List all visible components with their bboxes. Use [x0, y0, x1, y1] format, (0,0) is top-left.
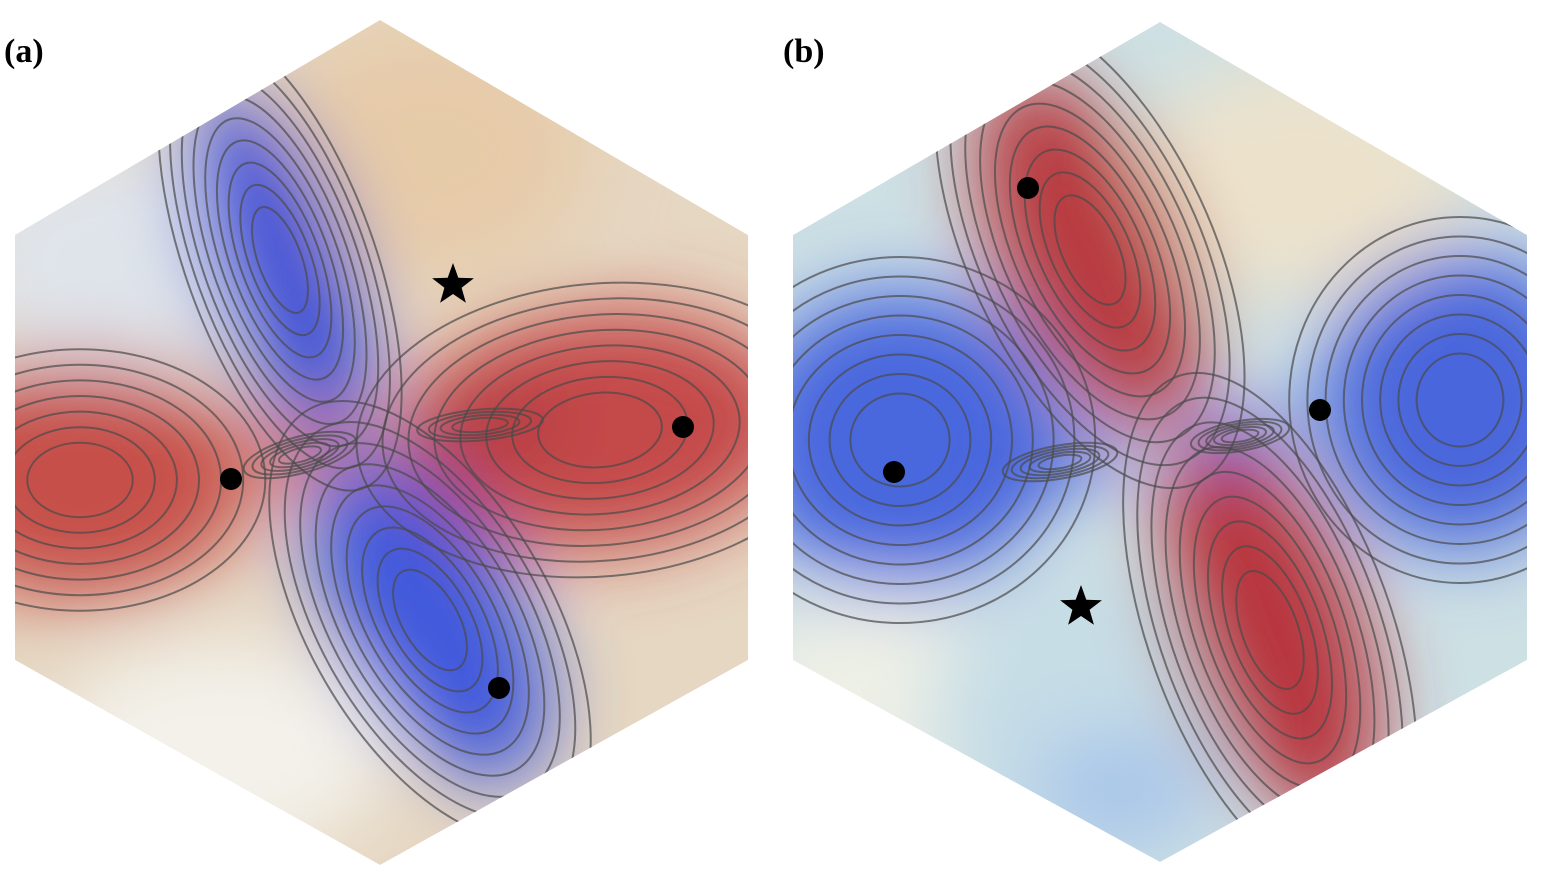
marker-star — [1060, 585, 1102, 625]
color-region — [50, 640, 390, 860]
contour-line — [15, 363, 245, 597]
contour-line — [1379, 313, 1527, 487]
contour-line — [1206, 520, 1334, 740]
marker-dot — [883, 461, 905, 483]
color-field — [15, 20, 748, 860]
contour-line — [1192, 495, 1348, 765]
contour-line — [1023, 148, 1157, 352]
contour-line — [392, 568, 468, 672]
contour-line — [1001, 441, 1119, 483]
marker-dot — [672, 416, 694, 438]
contour-line — [1010, 444, 1110, 480]
contour-line — [361, 526, 499, 714]
contour-line — [793, 295, 1055, 585]
panel-label: (a) — [4, 33, 44, 70]
contour-line — [15, 426, 156, 534]
contour-line — [1415, 352, 1505, 448]
contour-line — [433, 328, 748, 532]
contour-line — [828, 373, 972, 507]
marker-dot — [488, 677, 510, 699]
contour-line — [239, 183, 321, 337]
contour-line — [330, 484, 530, 756]
contour-line — [1019, 447, 1101, 477]
contour-map — [793, 22, 1527, 862]
contour-line — [204, 117, 356, 403]
contour-line — [993, 102, 1187, 398]
contour-line — [451, 416, 509, 434]
contour-line — [849, 392, 951, 488]
contour-line — [1197, 420, 1283, 452]
contour-line — [1212, 425, 1268, 447]
contour-line — [355, 281, 748, 579]
contour-line — [1361, 294, 1527, 506]
contour-line — [15, 395, 200, 565]
color-region — [1320, 250, 1527, 550]
contour-line — [1189, 417, 1291, 455]
marker-dot — [1309, 399, 1331, 421]
contour-line — [260, 438, 340, 472]
contour-line — [1028, 450, 1092, 474]
contour-line — [1288, 216, 1527, 584]
contour-line — [416, 407, 544, 443]
contour-line — [26, 441, 134, 519]
contour-line — [537, 391, 663, 469]
contour-line — [1053, 194, 1127, 306]
contour-line — [1038, 171, 1142, 329]
contour-line — [439, 413, 521, 437]
contour-line — [1235, 569, 1305, 691]
contour-line — [269, 441, 331, 469]
marker-dot — [220, 468, 242, 490]
contour-line — [15, 410, 178, 550]
contour-line — [376, 547, 484, 693]
contour-line — [345, 505, 515, 735]
color-region — [400, 309, 748, 551]
contour-line — [1397, 333, 1523, 467]
contour-line — [251, 434, 349, 476]
contour-line — [407, 313, 748, 547]
contour-line — [381, 297, 748, 563]
color-region — [793, 290, 1060, 590]
contour-line — [15, 348, 267, 612]
panel-label: (b) — [783, 33, 825, 70]
contour-line — [427, 410, 533, 440]
contour-line — [1221, 545, 1319, 715]
contour-line — [1220, 428, 1260, 444]
contour-line — [1205, 423, 1275, 449]
contour-line — [1306, 235, 1527, 565]
contour-line — [1342, 274, 1527, 526]
contour-line — [1008, 125, 1172, 375]
marker-star — [432, 263, 474, 303]
contour-map — [15, 20, 748, 865]
contour-line — [793, 314, 1034, 566]
contour-line — [1122, 371, 1418, 862]
contour-line — [1037, 453, 1083, 471]
contour-line — [793, 275, 1076, 605]
contour-line — [1324, 255, 1527, 545]
contour-line — [251, 206, 309, 314]
contour-line — [793, 334, 1013, 546]
contour-line — [314, 463, 546, 777]
color-region — [1030, 730, 1210, 850]
contour-line — [807, 353, 993, 527]
contour-line — [793, 256, 1097, 624]
marker-dot — [1017, 177, 1039, 199]
contour-line — [215, 139, 345, 381]
contour-line — [934, 22, 1246, 490]
color-region — [1161, 439, 1379, 821]
contour-line — [227, 161, 333, 359]
